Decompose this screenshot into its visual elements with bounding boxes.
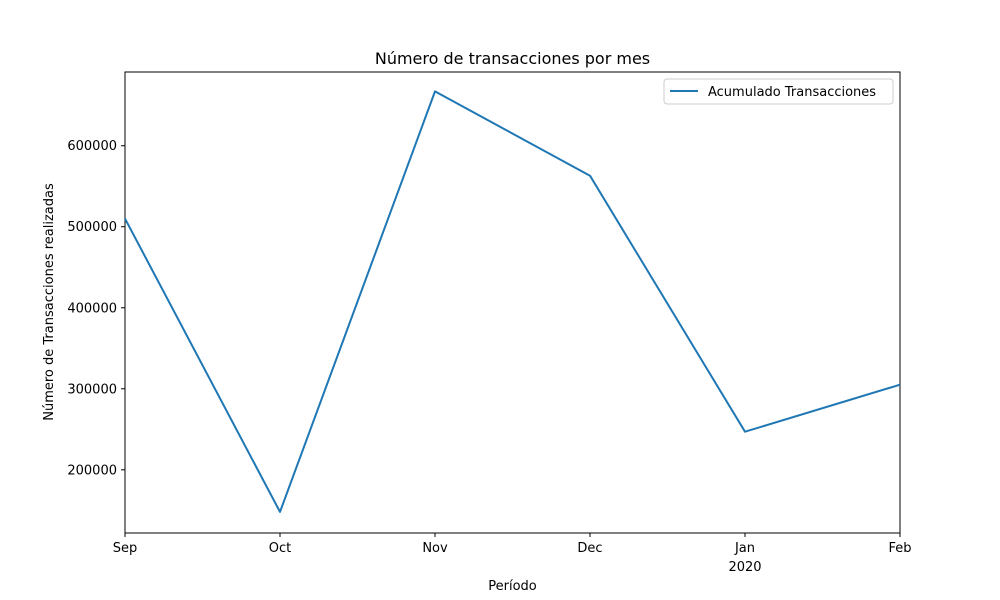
legend: Acumulado Transacciones	[663, 78, 894, 105]
x-tick-label: Sep	[113, 541, 138, 556]
x-axis-ticks: Sep Oct Nov Dec Jan 2020 Feb	[113, 533, 912, 575]
chart-title: Número de transacciones por mes	[375, 49, 650, 68]
legend-box	[663, 78, 894, 105]
x-tick-label: Jan	[734, 541, 755, 556]
axes-frame	[124, 71, 901, 534]
y-tick-label: 300000	[67, 382, 117, 397]
x-tick-label: Dec	[577, 541, 602, 556]
y-axis-ticks: 200000 300000 400000 500000 600000	[67, 139, 125, 478]
plot-area	[124, 71, 901, 534]
x-tick-label: Feb	[888, 541, 911, 556]
x-tick-label: Oct	[269, 541, 291, 556]
series-line-0	[124, 90, 901, 513]
x-tick-label: Nov	[422, 541, 448, 556]
y-tick-label: 500000	[67, 220, 117, 235]
x-tick-sublabel: 2020	[728, 560, 761, 575]
y-axis-label: Número de Transacciones realizadas	[42, 183, 57, 421]
y-tick-label: 200000	[67, 463, 117, 478]
y-tick-label: 600000	[67, 139, 117, 154]
y-tick-label: 400000	[67, 301, 117, 316]
legend-label: Acumulado Transacciones	[708, 85, 876, 100]
x-axis-label: Período	[488, 579, 537, 594]
